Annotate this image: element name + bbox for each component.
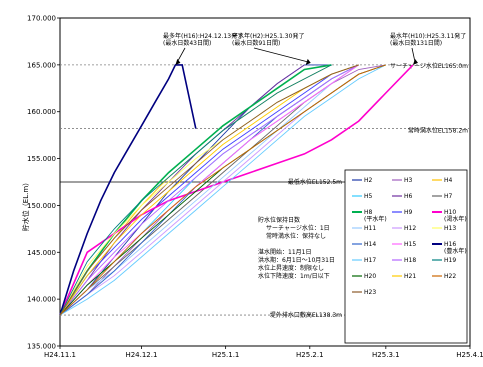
annotation-sublabel: (最水日数43日間): [163, 39, 211, 47]
annotation-label: 最水年(H10):H25.3.11発了: [390, 32, 466, 40]
legend-label: H22: [444, 273, 456, 280]
legend-label: H20: [364, 273, 376, 280]
note-line: 水位上昇速度：制限なし: [258, 264, 324, 272]
reference-line-label: サーチャージ水位EL165.0m: [390, 62, 468, 70]
y-tick-label: 160.000: [27, 108, 56, 116]
legend-label: H8: [364, 209, 373, 216]
legend: H2 H3 H4 H5 H6 H7 H8(平水年) H9 H10(渇水年) H11 H12 H13 H1…: [345, 170, 467, 343]
legend-label: H11: [364, 225, 376, 232]
legend-label: H18: [404, 257, 416, 264]
annotation-label: 平水年(H2):H25.1.30発了: [232, 32, 304, 40]
legend-label: H13: [444, 225, 456, 232]
legend-label: H2: [364, 177, 373, 184]
y-tick-label: 145.000: [27, 249, 56, 257]
x-tick-label: H25.2.1: [296, 351, 324, 359]
legend-sublabel: (渇水年): [444, 215, 467, 223]
note-line: 洪水期：6月1日～10月31日: [258, 256, 335, 264]
legend-label: H17: [364, 257, 376, 264]
note-line: 貯水位保持日数: [258, 216, 300, 224]
legend-sublabel: (平水年): [364, 215, 387, 223]
legend-sublabel: (豊水年): [444, 247, 467, 255]
reference-line-label: 常時満水位EL158.2m: [408, 127, 468, 135]
legend-label: H16: [444, 241, 456, 248]
legend-label: H5: [364, 193, 373, 200]
legend-label: H23: [364, 289, 376, 296]
y-tick-label: 135.000: [27, 343, 56, 351]
legend-label: H9: [404, 209, 413, 216]
y-tick-label: 155.000: [27, 155, 56, 163]
note-line: サーチャージ水位：1日: [266, 224, 330, 232]
x-tick-label: H25.3.1: [372, 351, 400, 359]
annotation-sublabel: (最水日数131日間): [390, 39, 442, 47]
legend-label: H15: [404, 241, 416, 248]
x-tick-label: H25.4.1: [456, 351, 483, 359]
legend-label: H12: [404, 225, 416, 232]
x-tick-label: H25.1.1: [212, 351, 240, 359]
y-tick-label: 165.000: [27, 61, 56, 69]
y-tick-label: 170.000: [27, 15, 56, 23]
note-line: 常時満水位：保持なし: [266, 232, 326, 240]
legend-label: H7: [444, 193, 453, 200]
legend-label: H6: [404, 193, 413, 200]
legend-label: H21: [404, 273, 416, 280]
x-tick-label: H24.12.1: [125, 351, 157, 359]
reference-line-label: 堤外排水口敷高EL138.3m: [270, 311, 342, 319]
x-tick-label: H24.11.1: [44, 351, 76, 359]
legend-label: H4: [444, 177, 453, 184]
legend-label: H3: [404, 177, 413, 184]
y-axis-label: 貯水位（EL.m）: [21, 179, 30, 231]
y-tick-label: 150.000: [27, 202, 56, 210]
legend-label: H19: [444, 257, 456, 264]
note-line: 湛水開始：11月1日: [258, 248, 311, 256]
legend-label: H14: [364, 241, 376, 248]
legend-label: H10: [444, 209, 456, 216]
reference-line-label: 最低水位EL152.5m: [288, 178, 342, 186]
annotation-sublabel: (最水日数91日間): [232, 39, 280, 47]
note-line: 水位下降速度：1m/日以下: [258, 272, 330, 280]
y-tick-label: 140.000: [27, 296, 56, 304]
